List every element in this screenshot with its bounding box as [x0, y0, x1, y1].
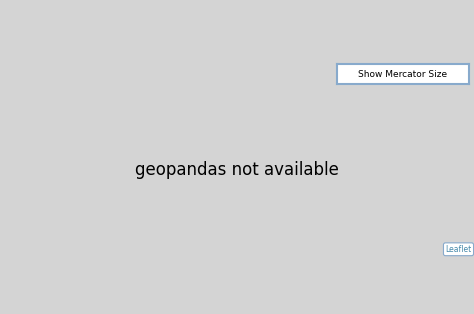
- Text: Leaflet: Leaflet: [446, 245, 472, 254]
- Text: geopandas not available: geopandas not available: [135, 161, 339, 179]
